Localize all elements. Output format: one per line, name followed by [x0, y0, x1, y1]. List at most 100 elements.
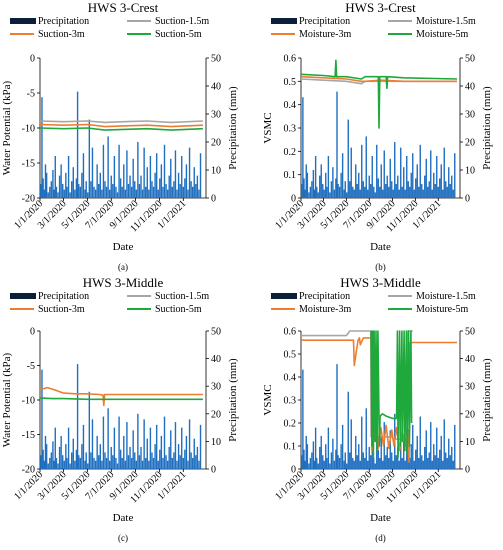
- precipitation-bar: [174, 422, 177, 469]
- precipitation-bar: [412, 424, 414, 469]
- precipitation-bar: [43, 189, 46, 198]
- right-tick-label: 0: [211, 194, 216, 205]
- precipitation-bar: [47, 463, 49, 469]
- precipitation-bar: [45, 172, 48, 198]
- legend-item: Moisture-5m: [388, 304, 468, 315]
- precipitation-bar: [305, 435, 307, 469]
- x-axis-title: Date: [113, 241, 134, 253]
- precipitation-bar: [382, 460, 384, 469]
- chart-title: HWS 3-Crest: [88, 0, 159, 15]
- left-tick-label: 0.6: [284, 54, 297, 65]
- legend-label: Precipitation: [38, 291, 89, 302]
- precipitation-bar: [421, 184, 423, 198]
- precipitation-bar: [370, 455, 372, 469]
- precipitation-bar: [368, 446, 370, 469]
- precipitation-bar: [116, 192, 119, 198]
- precipitation-bar: [121, 457, 123, 469]
- precipitation-bar: [325, 172, 327, 198]
- precipitation-bar: [152, 186, 155, 198]
- precipitation-bar: [137, 142, 139, 198]
- right-tick-label: 40: [465, 82, 475, 93]
- right-tick-label: 30: [465, 382, 475, 393]
- left-tick-label: 0.3: [284, 124, 297, 135]
- right-tick-label: 20: [465, 409, 475, 420]
- precipitation-bar: [198, 460, 200, 469]
- legend-label: Suction-3m: [38, 29, 85, 40]
- precipitation-bar: [428, 181, 430, 198]
- precipitation-bar: [362, 181, 364, 198]
- precipitation-bar: [413, 189, 415, 198]
- precipitation-bar: [326, 186, 328, 198]
- precipitation-bar: [359, 189, 361, 198]
- panel-label: (d): [375, 533, 386, 543]
- precipitation-bar: [191, 457, 194, 469]
- precipitation-bar: [65, 444, 67, 469]
- precipitation-bar: [364, 457, 366, 469]
- series-line-suction-5m: [300, 59, 458, 129]
- precipitation-bar: [454, 153, 456, 198]
- precipitation-bar: [165, 455, 167, 469]
- precipitation-bar: [42, 449, 44, 469]
- precipitation-bar: [398, 460, 400, 469]
- left-tick-label: 0.3: [284, 396, 297, 407]
- right-tick-label: 30: [465, 110, 475, 121]
- precipitation-bar: [409, 186, 411, 198]
- precipitation-bar: [62, 184, 64, 198]
- precipitation-bar: [82, 153, 85, 198]
- precipitation-bar: [151, 452, 153, 469]
- precipitation-bar: [66, 186, 68, 198]
- precipitation-bar: [140, 175, 142, 198]
- precipitation-bar: [53, 189, 55, 198]
- precipitation-bar: [302, 369, 304, 469]
- precipitation-bar: [134, 452, 136, 469]
- precipitation-bar: [130, 457, 133, 469]
- precipitation-bar: [452, 189, 454, 198]
- right-tick-label: 0: [465, 194, 470, 205]
- precipitation-bar: [157, 460, 159, 469]
- precipitation-bar: [141, 460, 144, 469]
- precipitation-bar: [392, 460, 394, 469]
- legend-item: Suction-1.5m: [127, 291, 209, 302]
- precipitation-bar: [78, 455, 80, 469]
- x-axis-title: Date: [370, 241, 391, 253]
- precipitation-bar: [112, 184, 114, 198]
- precipitation-bar: [316, 457, 318, 469]
- precipitation-bar: [72, 438, 74, 469]
- precipitation-bar: [40, 184, 42, 198]
- precipitation-bar: [115, 457, 117, 469]
- precipitation-bar: [52, 441, 54, 469]
- precipitation-bar: [312, 441, 315, 469]
- precipitation-bar: [419, 416, 421, 469]
- precipitation-bar: [162, 186, 164, 198]
- precipitation-bar: [410, 172, 412, 198]
- precipitation-bar: [47, 192, 49, 198]
- precipitation-bar: [151, 181, 153, 198]
- precipitation-bar: [196, 175, 199, 198]
- precipitation-bar: [304, 460, 306, 469]
- precipitation-bars: [40, 364, 202, 469]
- precipitation-bar: [309, 186, 312, 198]
- precipitation-bar: [165, 184, 167, 198]
- precipitation-bar: [303, 178, 305, 198]
- precipitation-bar: [67, 156, 70, 198]
- precipitation-bar: [184, 449, 186, 469]
- precipitation-bar: [185, 435, 188, 469]
- precipitation-bar: [329, 192, 331, 198]
- precipitation-bar: [424, 446, 426, 469]
- precipitation-bar: [99, 444, 101, 469]
- precipitation-bar: [343, 460, 345, 469]
- precipitation-bar: [184, 178, 186, 198]
- precipitation-bar: [376, 144, 378, 198]
- precipitation-bar: [168, 446, 170, 469]
- precipitation-bar: [386, 446, 388, 469]
- precipitation-bar: [129, 446, 131, 469]
- series-line-suction-5m: [39, 127, 203, 131]
- left-tick-label: 0: [30, 54, 35, 65]
- precipitation-bar: [102, 416, 105, 469]
- precipitation-bar: [44, 164, 47, 198]
- precipitation-bar: [355, 164, 357, 198]
- right-axis-title: Precipitation (mm): [227, 358, 239, 442]
- precipitation-bar: [341, 153, 344, 198]
- precipitation-bar: [58, 446, 61, 469]
